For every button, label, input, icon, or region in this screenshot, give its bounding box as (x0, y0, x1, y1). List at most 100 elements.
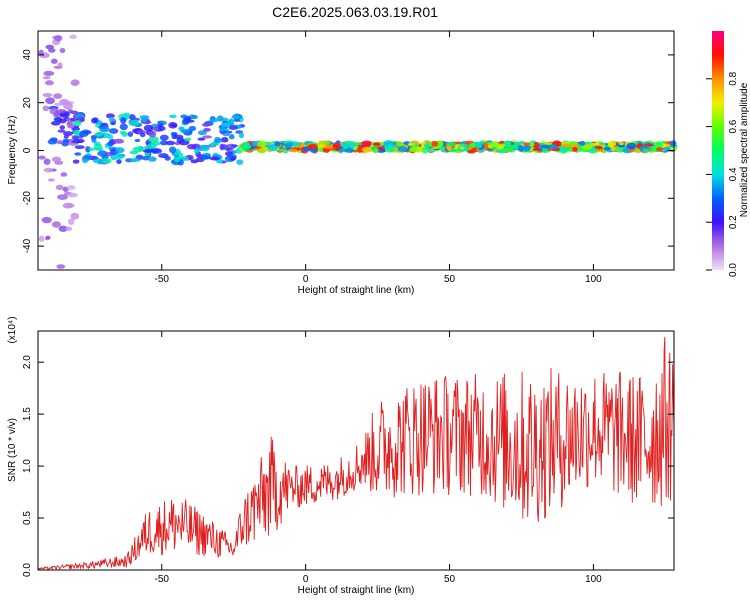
spectrogram-cell (45, 44, 55, 50)
spectrogram-cell (59, 98, 70, 106)
spectrogram-cell (626, 142, 637, 150)
spectrogram-cell (70, 79, 80, 86)
spectrogram-cell (51, 156, 62, 163)
spectrogram-cell (228, 125, 238, 131)
spectrogram-cell (127, 131, 134, 137)
spectrogram-cell (220, 122, 231, 127)
spectrogram-cell (470, 142, 476, 149)
spectrogram-cell (200, 144, 210, 152)
y-tick-label: 2.0 (22, 355, 33, 369)
spectrogram-cell (120, 117, 127, 125)
spectrogram-y-axis-label: Frequency (Hz) (7, 116, 18, 185)
spectrogram-cell (132, 146, 144, 153)
spectrogram-cell (72, 159, 80, 164)
spectrogram-cell (141, 116, 148, 124)
spectrogram-cell (238, 132, 245, 139)
spectrogram-cell (445, 141, 457, 147)
spectrogram-cell (324, 144, 334, 150)
spectrogram-cell (74, 152, 82, 156)
y-tick-label: 40 (22, 49, 33, 61)
spectrogram-cell (47, 139, 58, 145)
spectrogram-cell (209, 117, 219, 123)
y-tick-label: -40 (22, 238, 33, 253)
spectrogram-cell (70, 212, 80, 220)
x-tick-label: 50 (444, 574, 456, 585)
x-tick-label: 50 (444, 274, 456, 285)
spectrogram-cell (38, 155, 46, 160)
spectrogram-cell (190, 159, 199, 164)
spectrogram-cell (147, 156, 157, 162)
spectrogram-cell (572, 146, 578, 152)
snr-x-axis-label: Height of straight line (km) (298, 585, 415, 596)
spectrogram-cell (153, 126, 160, 132)
spectrogram-cell (523, 142, 530, 146)
spectrogram-cell (139, 132, 146, 138)
spectrogram-cell (225, 151, 234, 157)
spectrogram-cell (615, 147, 623, 151)
spectrogram-cell (57, 140, 63, 145)
x-tick-label: 100 (585, 574, 602, 585)
spectrogram-cell (335, 142, 341, 148)
spectrogram-cell (228, 118, 235, 126)
spectrogram-cell (409, 146, 416, 152)
spectrogram-cell (372, 142, 381, 147)
spectrogram-cell (173, 156, 181, 163)
colorbar-tick-label: 0.0 (728, 263, 739, 277)
spectrogram-cell (110, 121, 116, 126)
spectrogram-cell (579, 140, 586, 146)
spectrogram-cell (97, 150, 108, 157)
spectrogram-cell (91, 137, 97, 143)
spectrogram-cell (70, 117, 76, 122)
spectrogram-cell (230, 157, 236, 161)
spectrogram-cell (84, 130, 92, 135)
spectrogram-cell (181, 119, 190, 125)
spectrogram-cell (70, 110, 79, 115)
spectrogram-cell (267, 144, 278, 152)
spectrogram-cell (42, 92, 53, 98)
spectrogram-cell (242, 141, 250, 146)
spectrogram-cell (594, 145, 603, 149)
x-tick-label: 100 (585, 274, 602, 285)
spectrogram-cell (194, 148, 200, 154)
x-tick-label: -50 (155, 274, 170, 285)
x-tick-label: 0 (303, 274, 309, 285)
spectrogram-cell (655, 147, 663, 152)
spectrogram-cell (135, 154, 144, 160)
colorbar-tick-label: 0.2 (728, 215, 739, 229)
spectrogram-cell (50, 58, 58, 64)
y-tick-label: 1.0 (22, 459, 33, 473)
spectrogram-cell (69, 34, 77, 40)
spectrogram-cell (58, 225, 68, 232)
spectrogram-cell (42, 105, 50, 112)
spectrogram-heatmap (38, 34, 678, 269)
spectrogram-cell (68, 218, 75, 226)
spectrogram-cell (607, 141, 614, 148)
spectrogram-cell (158, 153, 169, 159)
y-tick-label: 0.5 (22, 511, 33, 525)
colorbar-tick-label: 0.8 (728, 71, 739, 85)
spectrogram-cell (43, 70, 55, 77)
spectrogram-cell (45, 235, 51, 240)
snr-panel: -50 0 50 100 0.0 0.5 1.0 1.5 2.0 Height of strai… (7, 316, 675, 596)
y-tick-label: 20 (22, 97, 33, 109)
spectrogram-cell (51, 221, 61, 228)
spectrogram-cell (130, 158, 141, 162)
spectrogram-cell (38, 235, 45, 242)
spectrogram-cell (57, 194, 68, 201)
spectrogram-cell (61, 140, 69, 147)
spectrogram-cell (108, 128, 119, 134)
spectrogram-cell (213, 138, 223, 143)
spectrogram-cell (53, 93, 63, 100)
colorbar-gradient (712, 31, 724, 270)
spectrogram-cell (618, 141, 625, 146)
spectrogram-cell (209, 142, 216, 147)
spectrogram-cell (41, 216, 52, 224)
chart-title: C2E6.2025.063.03.19.R01 (272, 4, 438, 20)
spectrogram-cell (491, 146, 498, 150)
spectrogram-cell (66, 185, 76, 190)
snr-series-line (38, 336, 674, 570)
colorbar-tick-label: 0.6 (728, 119, 739, 133)
spectrogram-cell (622, 147, 630, 154)
spectrogram-cell (60, 172, 68, 177)
